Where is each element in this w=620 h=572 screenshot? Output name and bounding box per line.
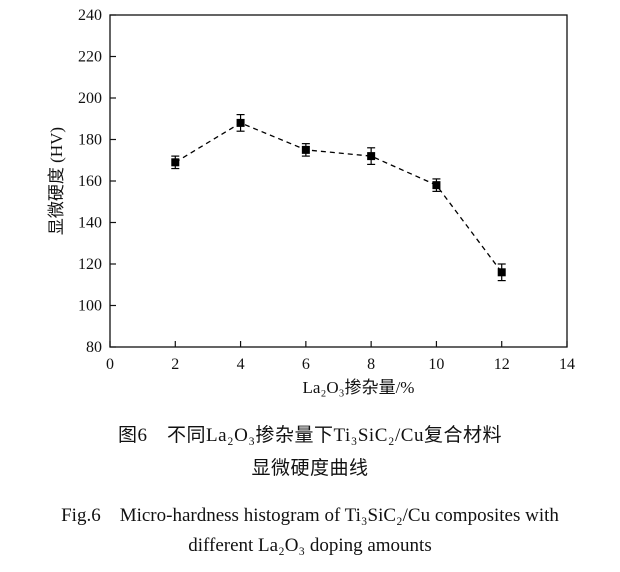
data-point: [432, 178, 441, 192]
x-axis-label: La₂O₃掺杂量/%: [303, 378, 415, 397]
x-tick-label: 10: [428, 356, 444, 373]
data-point: [301, 143, 310, 157]
figure-caption-cn-line2: 显微硬度曲线: [251, 458, 369, 479]
data-point: [497, 263, 506, 282]
figure-caption-en-line1: Fig.6 Micro-hardness histogram of Ti₃SiC…: [61, 505, 559, 526]
x-tick-label: 14: [559, 356, 575, 373]
y-axis-label: 显微硬度 (HV): [47, 127, 66, 235]
x-tick-label: 4: [237, 356, 245, 373]
y-tick-label: 240: [78, 7, 102, 24]
x-tick-label: 12: [494, 356, 510, 373]
figure-caption-en-line2: different La₂O₃ doping amounts: [188, 535, 432, 556]
y-tick-label: 180: [78, 132, 102, 149]
y-tick-label: 80: [86, 339, 102, 356]
y-tick-label: 200: [78, 90, 102, 107]
square-marker: [497, 268, 506, 277]
x-tick-label: 6: [302, 356, 310, 373]
square-marker: [236, 118, 245, 127]
series-line: [174, 122, 503, 273]
data-point: [171, 155, 180, 170]
chart-ticks: 80 100 120 140 160 180 200 220 240 0 2 4 6 8 10 12 14: [78, 7, 575, 373]
x-tick-label: 8: [367, 356, 375, 373]
x-tick-label: 2: [171, 356, 179, 373]
y-tick-label: 100: [78, 298, 102, 315]
x-tick-label: 0: [106, 356, 114, 373]
square-marker: [432, 181, 441, 190]
chart-marks: [171, 113, 506, 282]
plot-frame: [109, 14, 568, 348]
chart-axes: [109, 14, 568, 348]
figure-caption-cn-line1: 图6 不同La₂O₃掺杂量下Ti₃SiC₂/Cu复合材料: [118, 425, 502, 446]
square-marker: [367, 152, 376, 161]
y-tick-label: 220: [78, 49, 102, 66]
square-marker: [171, 158, 180, 167]
y-tick-label: 160: [78, 173, 102, 190]
data-point: [236, 113, 245, 132]
data-point: [367, 147, 376, 165]
y-tick-label: 140: [78, 215, 102, 232]
square-marker: [301, 145, 310, 154]
y-tick-label: 120: [78, 256, 102, 273]
